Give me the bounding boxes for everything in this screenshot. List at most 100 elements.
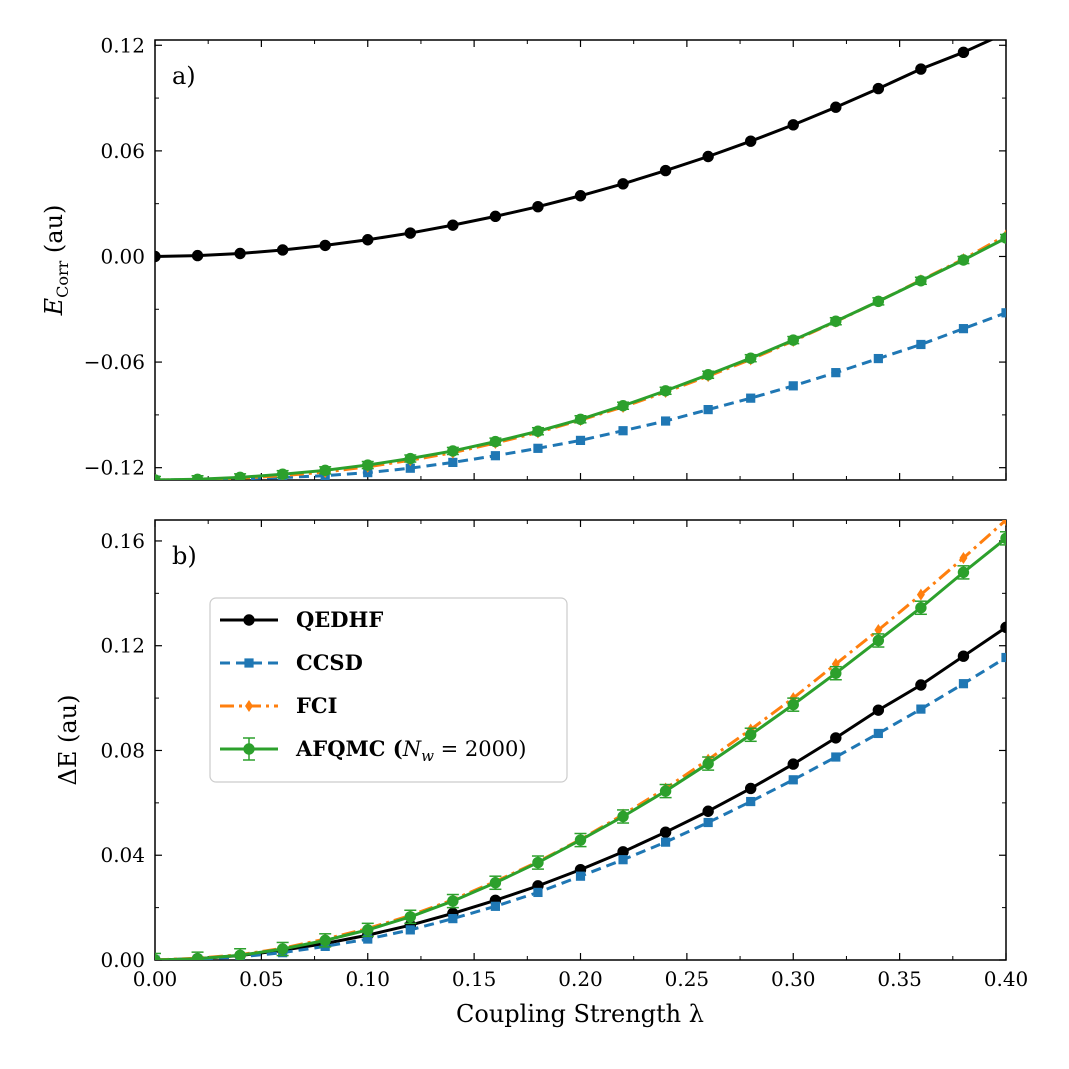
panel-a-point-qedhf [787,119,799,131]
panel-b-point-ccsd [490,901,500,911]
legend-entries: QEDHF CCSD FCI AFQMC (Nw = 2000) [220,607,527,765]
panel-a-point-ccsd [661,416,671,426]
legend-label: CCSD [296,650,363,675]
panel-a-point-afqmc [872,295,885,308]
panel-a-point-ccsd [873,353,883,364]
legend-marker-qedhf [243,614,255,626]
panel-b: 0.00 0.05 0.10 0.15 0.20 0.25 0.30 0.35 0.40 0.00… [54,519,1028,991]
panel-b-point-ccsd [405,925,415,935]
legend-marker-afqmc [243,743,255,755]
panel-b-y-tick-label: 0.00 [100,948,145,972]
panel-a-series-ccsd [155,308,1006,480]
panel-b-point-ccsd [1001,652,1006,663]
x-tick-label: 0.40 [984,967,1029,991]
x-tick-label: 0.10 [345,967,390,991]
panel-a-point-qedhf [659,164,672,177]
panel-a-point-qedhf [617,178,629,190]
panel-a-point-qedhf [362,234,374,246]
panel-b-point-ccsd [618,855,628,865]
panel-b-series-afqmc [155,531,1006,960]
panel-b-point-afqmc [447,895,459,907]
panel-b-point-fci [1002,520,1006,526]
panel-a-point-afqmc [276,468,289,480]
panel-a-point-ccsd [405,463,415,473]
panel-b-point-fci [874,624,883,636]
legend-marker-fci [245,700,253,712]
panel-b-point-qedhf [915,679,927,691]
panel-b-point-afqmc [617,810,629,823]
panel-a-y-tick-label: −0.06 [84,350,145,374]
panel-a-ylabel: ECorr (au) [40,205,72,317]
panel-b-label: b) [172,542,197,570]
panel-b-point-ccsd [703,817,713,828]
panel-a-point-afqmc [404,452,416,465]
panel-b-point-qedhf [787,758,799,770]
panel-b-point-ccsd [533,887,543,898]
legend-entry-afqmc: AFQMC (Nw = 2000) [220,736,527,765]
panel-b-point-afqmc [830,667,842,679]
panel-a-ylabel-rest: (au) [40,205,68,261]
legend-entry-ccsd: CCSD [220,650,363,675]
panel-a-label: a) [172,62,196,90]
panel-a-point-qedhf [155,250,161,263]
panel-a-ylabel-sub: Corr [53,260,72,298]
panel-a-point-qedhf [319,239,331,252]
panel-a-y-tick-label: 0.00 [100,244,145,268]
panel-b-point-afqmc [362,924,374,936]
panel-b-point-qedhf [957,650,970,662]
panel-b-point-fci [959,551,968,564]
panel-a: −0.12 −0.06 0.00 0.06 0.12 a) ECorr (au) [40,28,1011,481]
panel-b-point-afqmc [702,757,714,770]
panel-a-point-qedhf [745,135,757,147]
panel-a-point-qedhf [957,46,970,59]
panel-b-point-ccsd [575,871,586,881]
panel-a-point-qedhf [915,63,927,75]
panel-a-point-qedhf [447,219,459,231]
panel-b-point-afqmc [1000,532,1006,545]
panel-a-point-afqmc [234,471,246,480]
x-tick-label: 0.25 [665,967,710,991]
panel-b-point-afqmc [574,834,587,846]
panel-b-point-qedhf [872,704,885,716]
legend-entry-qedhf: QEDHF [220,607,383,632]
panel-a-point-qedhf [702,150,714,163]
panel-b-y-tick-label: 0.12 [100,634,145,658]
panel-a-point-afqmc [532,425,544,437]
panel-a-point-afqmc [574,413,587,425]
panel-b-point-ccsd [746,796,756,807]
panel-a-point-ccsd [490,451,500,461]
panel-b-y-tick-label: 0.16 [100,529,145,553]
panel-a-point-ccsd [788,381,798,391]
panel-a-series [155,28,1011,480]
panel-a-point-afqmc [617,400,629,412]
panel-a-point-afqmc [447,445,459,457]
panel-b-point-qedhf [830,732,842,744]
panel-a-point-qedhf [234,247,246,260]
panel-a-point-ccsd [831,368,841,378]
panel-a-point-ccsd [1001,308,1006,318]
panel-a-ylabel-main: E [40,297,68,316]
panel-a-point-ccsd [533,443,543,453]
panel-b-point-afqmc [787,698,799,711]
panel-a-point-ccsd [448,457,458,467]
panel-a-point-qedhf [191,249,204,262]
panel-a-y-tick-label: 0.06 [100,139,145,163]
panel-b-point-ccsd [873,728,883,739]
panel-a-point-qedhf [276,244,289,256]
panel-a-point-qedhf [532,200,544,213]
panel-a-series-afqmc [155,232,1006,480]
legend-box [209,597,568,783]
panel-a-plot-area [155,28,1011,480]
panel-a-point-qedhf [1001,28,1011,38]
panel-a-point-afqmc [957,254,970,266]
panel-b-ticks: 0.00 0.05 0.10 0.15 0.20 0.25 0.30 0.35 0.40 0.00… [100,520,1028,991]
panel-b-y-tick-label: 0.04 [100,843,145,867]
panel-a-point-afqmc [489,435,502,448]
panel-b-point-qedhf [745,782,757,795]
panel-a-y-tick-label: 0.12 [100,33,145,57]
panel-a-point-ccsd [958,324,969,334]
panel-b-point-afqmc [404,911,416,923]
panel-b-point-afqmc [234,949,246,960]
legend: QEDHF CCSD FCI AFQMC (Nw = 2000) [209,597,568,783]
